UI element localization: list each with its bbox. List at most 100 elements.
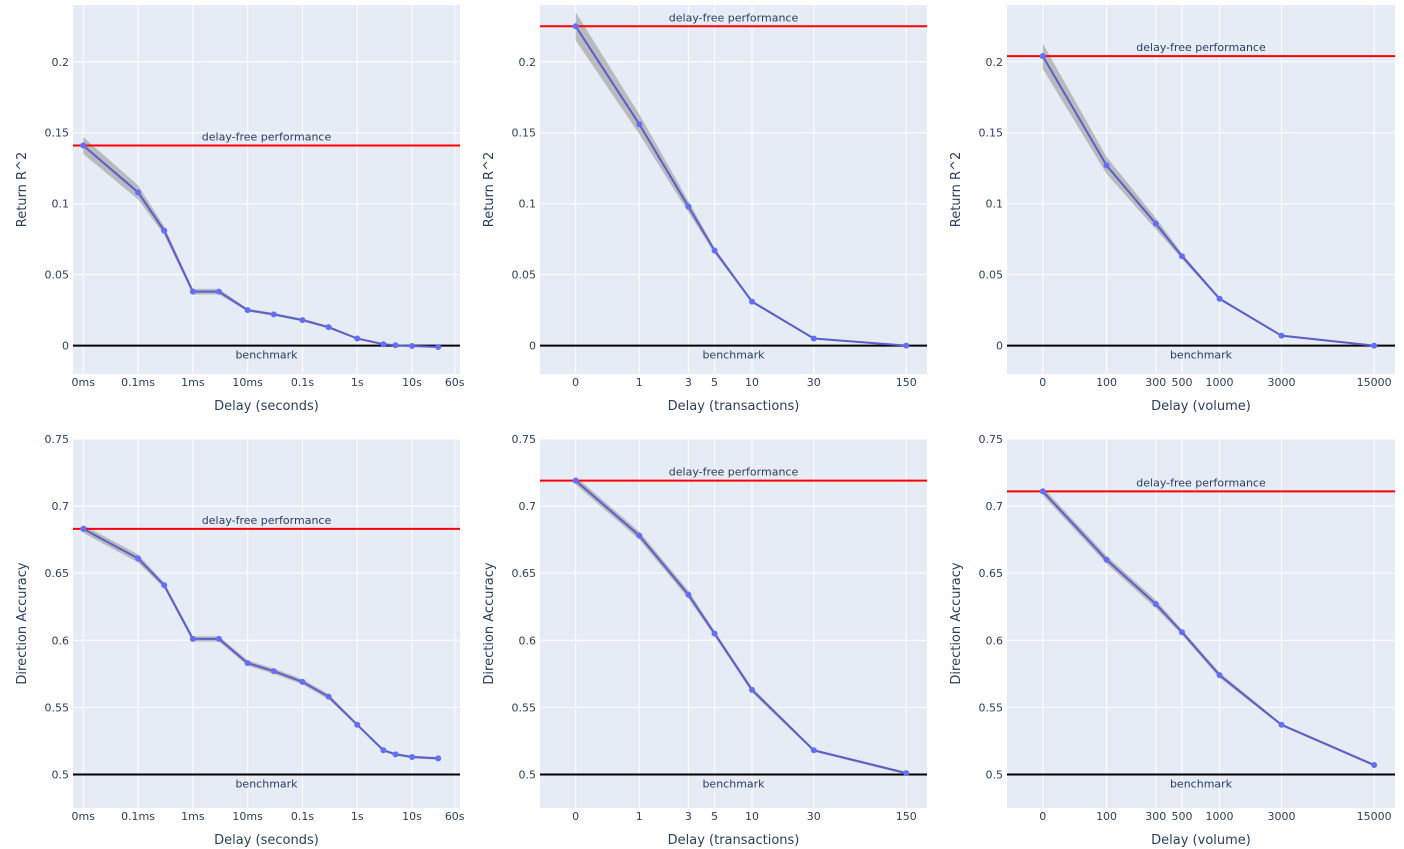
y-tick-label: 0.6: [519, 634, 537, 647]
data-point[interactable]: [1216, 295, 1223, 302]
x-tick-label: 60s: [445, 810, 465, 823]
y-tick-label: 0.65: [512, 567, 537, 580]
y-tick-label: 0.65: [979, 567, 1004, 580]
y-tick-label: 0.2: [986, 56, 1004, 69]
data-point[interactable]: [1179, 253, 1186, 260]
data-point[interactable]: [810, 747, 817, 754]
data-point[interactable]: [435, 755, 442, 762]
x-tick-label: 0: [572, 376, 579, 389]
x-axis-title: Delay (seconds): [214, 399, 319, 414]
data-point[interactable]: [749, 686, 756, 693]
x-tick-label: 0.1s: [291, 810, 314, 823]
y-tick-label: 0.5: [52, 768, 70, 781]
data-point[interactable]: [299, 678, 306, 685]
data-point[interactable]: [270, 311, 277, 318]
data-point[interactable]: [80, 525, 87, 532]
delay-free-label: delay-free performance: [669, 11, 799, 24]
x-tick-label: 100: [1096, 376, 1117, 389]
x-tick-label: 500: [1172, 810, 1193, 823]
x-axis-title: Delay (volume): [1151, 399, 1251, 414]
data-point[interactable]: [215, 288, 222, 295]
data-point[interactable]: [189, 635, 196, 642]
data-point[interactable]: [380, 747, 387, 754]
x-tick-label: 1: [636, 810, 643, 823]
data-point[interactable]: [270, 668, 277, 675]
y-tick-label: 0: [529, 340, 536, 353]
x-tick-label: 150: [896, 810, 917, 823]
subplot-acc-transactions: 0.5 0.55 0.6 0.65 0.7 0.75 0 1 3 5 10 30 150 Delay (t…: [482, 433, 927, 848]
data-point[interactable]: [711, 247, 718, 254]
x-tick-label: 0ms: [72, 810, 96, 823]
y-axis-title: Return R^2: [15, 152, 30, 227]
data-point[interactable]: [244, 307, 251, 314]
x-tick-label: 0ms: [72, 376, 96, 389]
x-tick-label: 150: [896, 376, 917, 389]
data-point[interactable]: [435, 344, 442, 351]
data-point[interactable]: [903, 770, 910, 777]
data-point[interactable]: [903, 342, 910, 349]
benchmark-label: benchmark: [235, 349, 298, 362]
data-point[interactable]: [392, 342, 399, 349]
x-axis-title: Delay (transactions): [668, 833, 800, 848]
data-point[interactable]: [685, 591, 692, 598]
data-point[interactable]: [810, 335, 817, 342]
y-tick-label: 0.55: [512, 701, 537, 714]
data-point[interactable]: [161, 582, 168, 589]
data-point[interactable]: [1039, 53, 1046, 60]
data-point[interactable]: [135, 189, 142, 196]
data-point[interactable]: [1371, 342, 1378, 349]
data-point[interactable]: [1179, 629, 1186, 636]
data-point[interactable]: [1371, 762, 1378, 769]
data-point[interactable]: [189, 288, 196, 295]
data-point[interactable]: [1039, 488, 1046, 495]
data-point[interactable]: [215, 635, 222, 642]
data-point[interactable]: [572, 23, 579, 30]
y-tick-label: 0.75: [512, 433, 537, 446]
y-axis-title: Return R^2: [482, 152, 497, 227]
data-point[interactable]: [409, 343, 416, 350]
benchmark-label: benchmark: [235, 777, 298, 790]
data-point[interactable]: [1278, 332, 1285, 339]
data-point[interactable]: [1103, 556, 1110, 563]
x-tick-label: 3: [685, 376, 692, 389]
x-tick-label: 500: [1172, 376, 1193, 389]
data-point[interactable]: [299, 317, 306, 324]
data-point[interactable]: [572, 477, 579, 484]
data-point[interactable]: [380, 341, 387, 348]
y-tick-label: 0.15: [979, 127, 1004, 140]
data-point[interactable]: [749, 298, 756, 305]
data-point[interactable]: [135, 555, 142, 562]
data-point[interactable]: [354, 721, 361, 728]
y-tick-label: 0: [62, 340, 69, 353]
y-tick-label: 0.05: [512, 269, 537, 282]
data-point[interactable]: [636, 121, 643, 128]
data-point[interactable]: [1152, 601, 1159, 608]
plot-area: [73, 439, 460, 808]
data-point[interactable]: [325, 693, 332, 700]
data-point[interactable]: [354, 335, 361, 342]
y-tick-label: 0.2: [519, 56, 537, 69]
benchmark-label: benchmark: [702, 777, 765, 790]
x-tick-label: 10s: [402, 376, 422, 389]
x-tick-label: 100: [1096, 810, 1117, 823]
data-point[interactable]: [685, 203, 692, 210]
data-point[interactable]: [325, 324, 332, 331]
data-point[interactable]: [636, 532, 643, 539]
data-point[interactable]: [409, 754, 416, 761]
data-point[interactable]: [1152, 220, 1159, 227]
data-point[interactable]: [244, 660, 251, 667]
x-tick-label: 1s: [351, 376, 364, 389]
data-point[interactable]: [711, 630, 718, 637]
data-point[interactable]: [392, 751, 399, 758]
x-tick-label: 10: [745, 376, 759, 389]
data-point[interactable]: [1216, 672, 1223, 679]
data-point[interactable]: [161, 227, 168, 234]
x-tick-label: 10ms: [232, 810, 263, 823]
data-point[interactable]: [1103, 162, 1110, 169]
x-tick-label: 3000: [1267, 376, 1295, 389]
data-point[interactable]: [1278, 721, 1285, 728]
y-axis-title: Direction Accuracy: [482, 562, 497, 685]
x-tick-label: 1ms: [181, 810, 205, 823]
data-point[interactable]: [80, 142, 87, 149]
x-tick-label: 30: [807, 810, 821, 823]
